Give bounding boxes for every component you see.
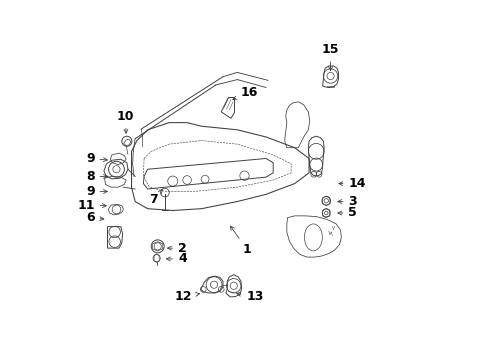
Text: 6: 6 [86, 211, 103, 224]
Text: 3: 3 [337, 195, 356, 208]
Text: 9: 9 [86, 152, 107, 165]
Text: 4: 4 [166, 252, 186, 265]
Text: 1: 1 [230, 226, 251, 256]
Text: 13: 13 [236, 290, 263, 303]
Text: 9: 9 [86, 185, 107, 198]
Text: 8: 8 [86, 170, 107, 183]
Text: 15: 15 [321, 43, 339, 71]
Text: 14: 14 [338, 177, 365, 190]
Text: 11: 11 [77, 199, 106, 212]
Text: 2: 2 [167, 242, 186, 255]
Text: 16: 16 [232, 86, 258, 100]
Text: 10: 10 [117, 110, 134, 133]
Text: 5: 5 [337, 207, 357, 220]
Text: 7: 7 [149, 190, 162, 206]
Text: 12: 12 [175, 290, 199, 303]
